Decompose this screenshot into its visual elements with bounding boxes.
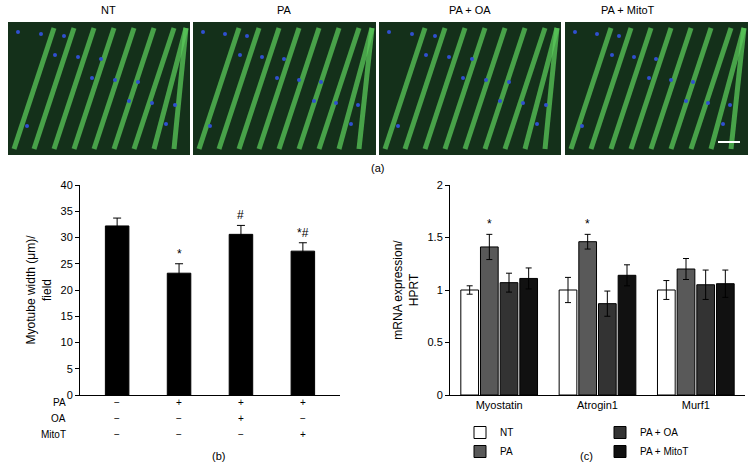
svg-text:5: 5 [67,363,73,375]
svg-text:25: 25 [61,258,73,270]
svg-text:0: 0 [437,389,443,401]
svg-text:Atrogin1: Atrogin1 [577,399,618,411]
svg-text:PA + MitoT: PA + MitoT [640,446,688,457]
svg-text:PA + OA: PA + OA [640,427,678,438]
svg-text:40: 40 [61,179,73,191]
svg-text:PA: PA [277,4,292,16]
svg-text:−: − [114,429,120,440]
svg-text:#: # [237,208,244,222]
svg-text:+: + [300,397,306,408]
svg-text:−: − [176,429,182,440]
svg-text:+: + [238,413,244,424]
svg-text:+: + [300,429,306,440]
svg-text:*: * [487,217,492,231]
svg-text:−: − [114,413,120,424]
svg-text:−: − [238,429,244,440]
svg-text:PA: PA [53,397,66,408]
svg-text:PA: PA [500,446,513,457]
svg-text:0.5: 0.5 [428,336,443,348]
svg-text:35: 35 [61,205,73,217]
svg-text:PA + OA: PA + OA [449,4,491,16]
svg-text:OA: OA [51,413,66,424]
svg-text:+: + [238,397,244,408]
svg-text:(a): (a) [371,162,384,174]
svg-text:2: 2 [437,179,443,191]
svg-text:PA + MitoT: PA + MitoT [601,4,655,16]
svg-text:0: 0 [67,389,73,401]
svg-text:10: 10 [61,336,73,348]
svg-text:+: + [176,397,182,408]
svg-text:*: * [177,247,182,261]
svg-text:−: − [114,397,120,408]
svg-text:20: 20 [61,284,73,296]
svg-text:Myostatin: Myostatin [476,399,523,411]
svg-text:15: 15 [61,310,73,322]
svg-text:(b): (b) [212,450,225,462]
svg-text:−: − [176,413,182,424]
svg-text:NT: NT [101,4,116,16]
svg-text:Myotube width (μm)/field: Myotube width (μm)/field [24,235,54,345]
svg-text:−: − [300,413,306,424]
svg-text:1: 1 [437,284,443,296]
svg-text:*: * [585,217,590,231]
svg-text:*#: *# [297,226,309,240]
svg-text:mRNA expression/HPRT: mRNA expression/HPRT [391,240,421,340]
svg-text:MitoT: MitoT [41,429,66,440]
svg-text:Murf1: Murf1 [682,399,710,411]
svg-text:(c): (c) [580,450,593,462]
svg-text:30: 30 [61,231,73,243]
svg-text:1.5: 1.5 [428,231,443,243]
svg-text:NT: NT [500,427,513,438]
